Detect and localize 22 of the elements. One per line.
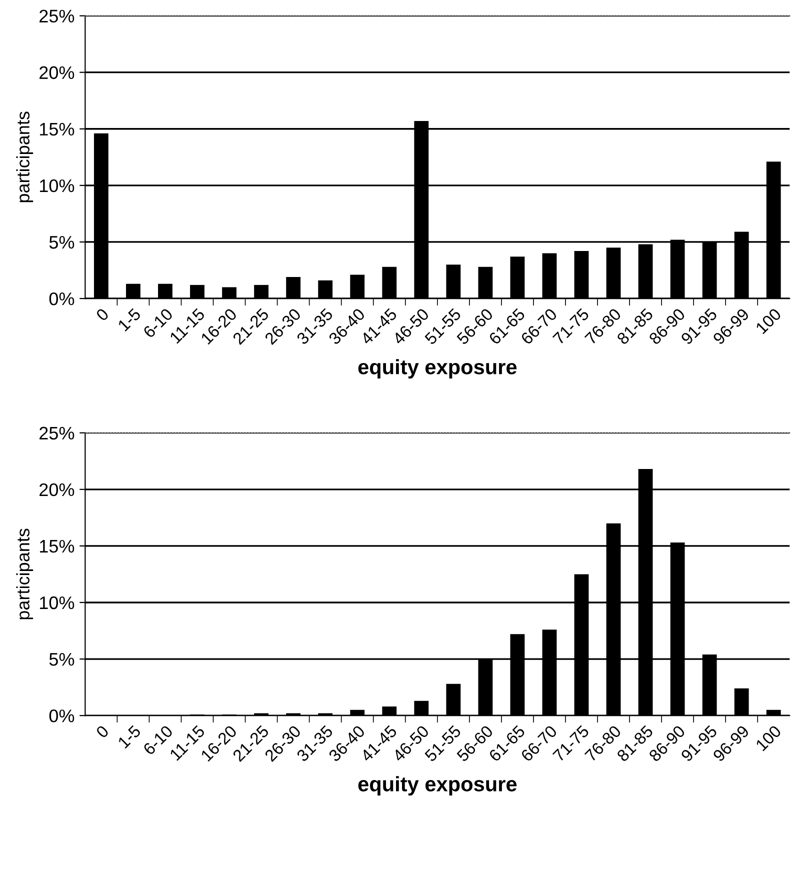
x-tick-label: 1-5 — [118, 308, 142, 332]
x-tick-label: 0 — [95, 724, 110, 739]
y-tick-label: 0% — [49, 292, 74, 306]
y-tick-label: 20% — [40, 66, 74, 80]
x-tick-label: 100 — [755, 308, 782, 334]
y-tick-label: 10% — [40, 179, 74, 192]
x-axis-title: equity exposure — [358, 359, 517, 379]
x-axis-title: equity exposure — [358, 776, 517, 796]
x-tick-label: 0 — [95, 308, 110, 322]
x-tick-label: 1-5 — [118, 724, 142, 749]
y-axis-title: participants — [16, 528, 34, 620]
y-axis-title: participants — [16, 112, 34, 202]
y-tick-label: 0% — [49, 710, 74, 722]
y-tick-label: 5% — [49, 236, 74, 249]
y-tick-label: 10% — [40, 596, 74, 610]
y-tick-label: 25% — [40, 10, 74, 23]
x-tick-label: 100 — [755, 724, 782, 752]
y-tick-label: 20% — [40, 483, 74, 496]
y-tick-label: 15% — [40, 122, 74, 136]
y-tick-label: 25% — [40, 426, 74, 440]
y-tick-label: 15% — [40, 540, 74, 553]
y-tick-label: 5% — [49, 653, 74, 666]
